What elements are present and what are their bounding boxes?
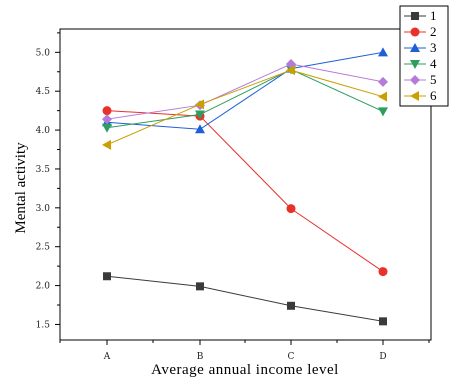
series-1	[103, 272, 387, 326]
y-tick-label: 3.0	[36, 204, 51, 214]
x-axis-label: Average annual income level	[151, 362, 339, 378]
data-point	[102, 123, 112, 133]
legend-item: 1	[404, 8, 437, 23]
data-point	[378, 47, 388, 57]
y-tick-label: 1.5	[36, 320, 51, 330]
legend-label: 5	[430, 72, 437, 87]
series-line	[106, 110, 384, 272]
series-5	[102, 58, 388, 125]
legend-marker	[411, 12, 419, 20]
y-tick-label: 3.5	[36, 165, 51, 175]
data-point	[378, 267, 388, 277]
legend-marker	[410, 60, 420, 69]
legend-label: 3	[430, 40, 437, 55]
data-point	[379, 317, 387, 326]
x-tick-label: B	[197, 352, 204, 362]
data-point	[102, 106, 112, 116]
data-point	[102, 114, 112, 125]
legend-item: 5	[404, 72, 437, 87]
series-line	[106, 63, 384, 120]
x-tick-label: D	[379, 352, 386, 362]
data-point	[195, 110, 205, 120]
data-point	[103, 272, 111, 281]
plot-frame	[59, 28, 432, 341]
legend-label: 6	[430, 88, 437, 103]
legend-item: 6	[404, 88, 437, 103]
x-axis-ticks: A B C D	[59, 340, 430, 362]
y-axis-ticks: 1.5 2.0 2.5 3.0 3.5 4.0 4.5 5.0	[36, 32, 60, 330]
y-tick-label: 4.0	[36, 126, 51, 136]
legend-marker	[410, 43, 420, 52]
legend-label: 4	[430, 56, 437, 71]
series-2	[102, 106, 388, 277]
series-line	[106, 69, 384, 146]
series-6	[102, 65, 387, 150]
legend-box	[399, 5, 449, 107]
data-point	[378, 91, 387, 102]
y-axis-label: Mental activity	[13, 142, 29, 234]
legend-label: 1	[430, 8, 437, 23]
y-tick-label: 2.0	[36, 282, 51, 292]
data-point	[287, 301, 295, 310]
x-tick-label: C	[288, 352, 295, 362]
data-point	[378, 107, 388, 117]
legend-item: 4	[404, 56, 437, 71]
series-3	[102, 47, 388, 134]
data-point	[378, 76, 388, 87]
x-tick-label: A	[103, 352, 111, 362]
series-layer	[102, 47, 388, 326]
y-tick-label: 2.5	[36, 243, 51, 253]
legend-item: 3	[404, 40, 437, 55]
y-tick-label: 4.5	[36, 87, 51, 97]
legend-marker	[410, 27, 420, 37]
legend-label: 2	[430, 24, 437, 39]
data-point	[286, 65, 295, 76]
data-point	[195, 99, 204, 110]
data-point	[286, 58, 296, 69]
series-line	[106, 51, 384, 130]
legend-marker	[410, 91, 419, 101]
legend-item: 2	[404, 24, 437, 39]
y-tick-label: 5.0	[36, 48, 51, 58]
plot-border	[59, 28, 432, 341]
series-line	[106, 275, 384, 322]
legend-marker	[410, 75, 420, 85]
data-point	[195, 124, 205, 134]
data-point	[102, 139, 111, 150]
data-point	[286, 204, 296, 214]
data-point	[196, 282, 204, 291]
series-line	[106, 68, 384, 129]
